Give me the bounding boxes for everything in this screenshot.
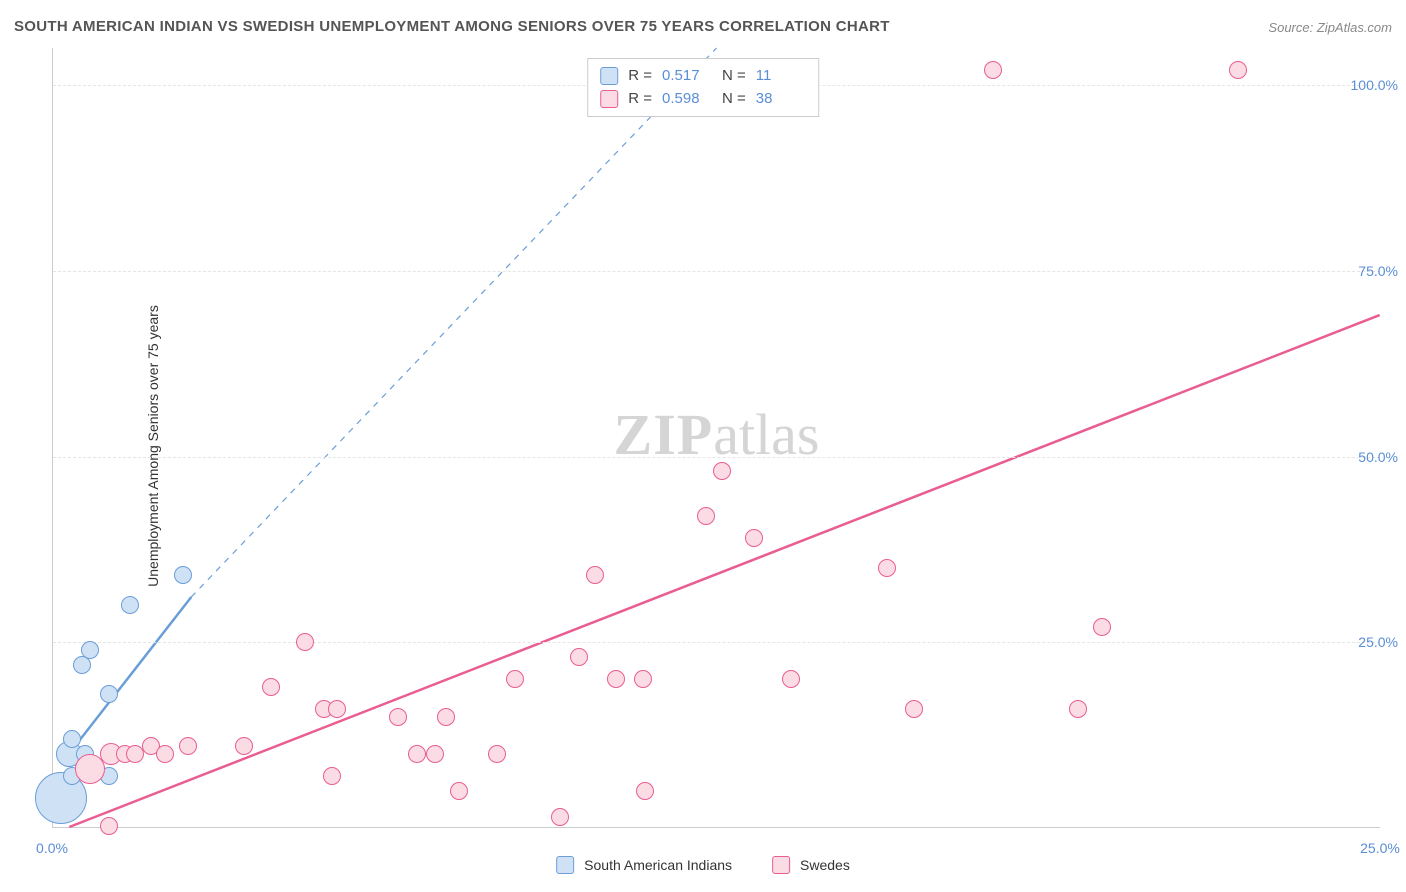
data-point-swe [607,670,625,688]
stats-row-sai: R = 0.517 N = 11 [600,65,806,88]
y-tick-label: 25.0% [1358,634,1398,650]
data-point-swe [235,737,253,755]
data-point-swe [426,745,444,763]
svg-layer [53,48,1380,827]
data-point-swe [156,745,174,763]
r-value-swe: 0.598 [662,88,712,111]
legend-item-swe: Swedes [772,856,850,874]
data-point-swe [323,767,341,785]
data-point-sai [121,596,139,614]
data-point-swe [697,507,715,525]
data-point-swe [636,782,654,800]
data-point-swe [745,529,763,547]
x-tick-label: 0.0% [36,840,68,856]
data-point-swe [179,737,197,755]
legend-label-sai: South American Indians [584,857,732,873]
data-point-sai [81,641,99,659]
r-label: R = [628,88,652,111]
data-point-swe [1229,61,1247,79]
trendline [191,48,716,597]
gridline [53,642,1380,643]
source-attribution: Source: ZipAtlas.com [1268,20,1392,35]
data-point-swe [488,745,506,763]
r-label: R = [628,65,652,88]
stats-box: R = 0.517 N = 11 R = 0.598 N = 38 [587,58,819,117]
chart-container: SOUTH AMERICAN INDIAN VS SWEDISH UNEMPLO… [0,0,1406,892]
data-point-swe [634,670,652,688]
watermark: ZIPatlas [614,401,820,468]
data-point-swe [296,633,314,651]
source-value: ZipAtlas.com [1317,20,1392,35]
data-point-swe [262,678,280,696]
n-value-swe: 38 [756,88,806,111]
data-point-sai [174,566,192,584]
data-point-swe [905,700,923,718]
chart-title: SOUTH AMERICAN INDIAN VS SWEDISH UNEMPLO… [14,18,890,35]
data-point-swe [782,670,800,688]
n-label: N = [722,65,746,88]
trendline [64,597,191,760]
legend-swatch-sai [556,856,574,874]
data-point-swe [450,782,468,800]
gridline [53,271,1380,272]
data-point-swe [984,61,1002,79]
trendline [69,315,1379,827]
y-tick-label: 100.0% [1351,77,1398,93]
data-point-swe [713,462,731,480]
data-point-swe [437,708,455,726]
data-point-swe [408,745,426,763]
data-point-swe [100,817,118,835]
gridline [53,457,1380,458]
x-tick-label: 25.0% [1360,840,1400,856]
plot-area: ZIPatlas [52,48,1380,828]
data-point-swe [1069,700,1087,718]
y-tick-label: 75.0% [1358,263,1398,279]
n-label: N = [722,88,746,111]
legend-swatch-swe [772,856,790,874]
data-point-swe [1093,618,1111,636]
source-label: Source: [1268,20,1313,35]
data-point-sai [63,730,81,748]
data-point-swe [389,708,407,726]
data-point-swe [570,648,588,666]
data-point-swe [551,808,569,826]
y-tick-label: 50.0% [1358,449,1398,465]
data-point-sai [100,685,118,703]
n-value-sai: 11 [756,65,806,88]
legend-item-sai: South American Indians [556,856,732,874]
swatch-sai [600,67,618,85]
data-point-swe [878,559,896,577]
data-point-swe [506,670,524,688]
r-value-sai: 0.517 [662,65,712,88]
stats-row-swe: R = 0.598 N = 38 [600,88,806,111]
legend-label-swe: Swedes [800,857,850,873]
legend: South American Indians Swedes [556,856,850,874]
swatch-swe [600,90,618,108]
data-point-swe [328,700,346,718]
data-point-swe [586,566,604,584]
